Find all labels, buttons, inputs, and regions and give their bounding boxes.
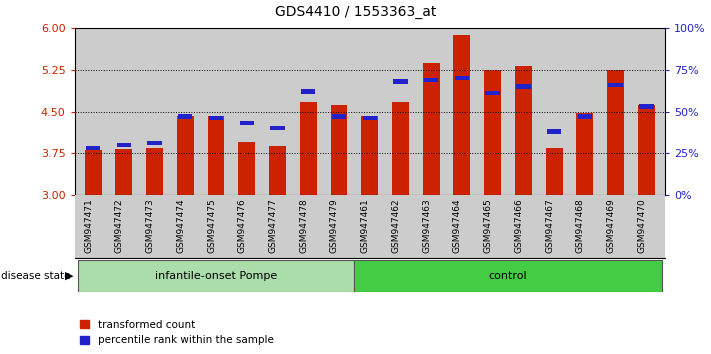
- Bar: [577, 113, 593, 195]
- Bar: [238, 142, 255, 195]
- Bar: [423, 63, 439, 195]
- Bar: [86, 146, 100, 150]
- Bar: [117, 143, 131, 147]
- Text: GSM947477: GSM947477: [269, 198, 277, 253]
- Text: GSM947463: GSM947463: [422, 198, 431, 253]
- Bar: [331, 105, 348, 195]
- Bar: [269, 146, 286, 195]
- Bar: [486, 91, 500, 95]
- Bar: [208, 116, 225, 195]
- Bar: [146, 148, 163, 195]
- Bar: [577, 114, 592, 119]
- Bar: [639, 104, 653, 109]
- Text: infantile-onset Pompe: infantile-onset Pompe: [155, 271, 277, 281]
- Bar: [177, 116, 194, 195]
- Text: GSM947468: GSM947468: [576, 198, 585, 253]
- Bar: [115, 149, 132, 195]
- Text: GDS4410 / 1553363_at: GDS4410 / 1553363_at: [275, 5, 436, 19]
- Bar: [454, 35, 471, 195]
- Text: control: control: [488, 271, 528, 281]
- Text: GSM947476: GSM947476: [237, 198, 247, 253]
- Bar: [547, 130, 561, 133]
- Text: ▶: ▶: [65, 271, 74, 281]
- Bar: [515, 66, 532, 195]
- Bar: [455, 76, 469, 80]
- Bar: [393, 80, 407, 84]
- Bar: [392, 102, 409, 195]
- Bar: [363, 116, 377, 120]
- Text: GSM947475: GSM947475: [207, 198, 216, 253]
- Bar: [270, 126, 284, 130]
- Bar: [85, 150, 102, 195]
- Text: GSM947462: GSM947462: [392, 198, 400, 252]
- Bar: [361, 116, 378, 195]
- Bar: [545, 148, 562, 195]
- Bar: [424, 78, 439, 82]
- Bar: [240, 121, 254, 125]
- Bar: [354, 260, 662, 292]
- Bar: [209, 116, 223, 120]
- Bar: [300, 102, 316, 195]
- Text: GSM947474: GSM947474: [176, 198, 186, 252]
- Text: GSM947470: GSM947470: [637, 198, 646, 253]
- Text: GSM947466: GSM947466: [514, 198, 523, 253]
- Text: GSM947469: GSM947469: [606, 198, 616, 253]
- Bar: [147, 141, 162, 145]
- Bar: [77, 260, 354, 292]
- Text: GSM947464: GSM947464: [453, 198, 462, 252]
- Bar: [301, 90, 316, 93]
- Bar: [178, 114, 193, 119]
- Text: GSM947472: GSM947472: [115, 198, 124, 252]
- Text: GSM947467: GSM947467: [545, 198, 554, 253]
- Text: GSM947478: GSM947478: [299, 198, 309, 253]
- Text: GSM947479: GSM947479: [330, 198, 339, 253]
- Text: GSM947473: GSM947473: [146, 198, 154, 253]
- Bar: [516, 85, 530, 88]
- Bar: [638, 105, 655, 195]
- Text: GSM947465: GSM947465: [483, 198, 493, 253]
- Text: GSM947471: GSM947471: [84, 198, 93, 253]
- Bar: [332, 114, 346, 119]
- Legend: transformed count, percentile rank within the sample: transformed count, percentile rank withi…: [80, 320, 274, 345]
- Bar: [607, 70, 624, 195]
- Text: GSM947461: GSM947461: [360, 198, 370, 253]
- Bar: [609, 83, 623, 87]
- Text: disease state: disease state: [1, 271, 71, 281]
- Bar: [484, 70, 501, 195]
